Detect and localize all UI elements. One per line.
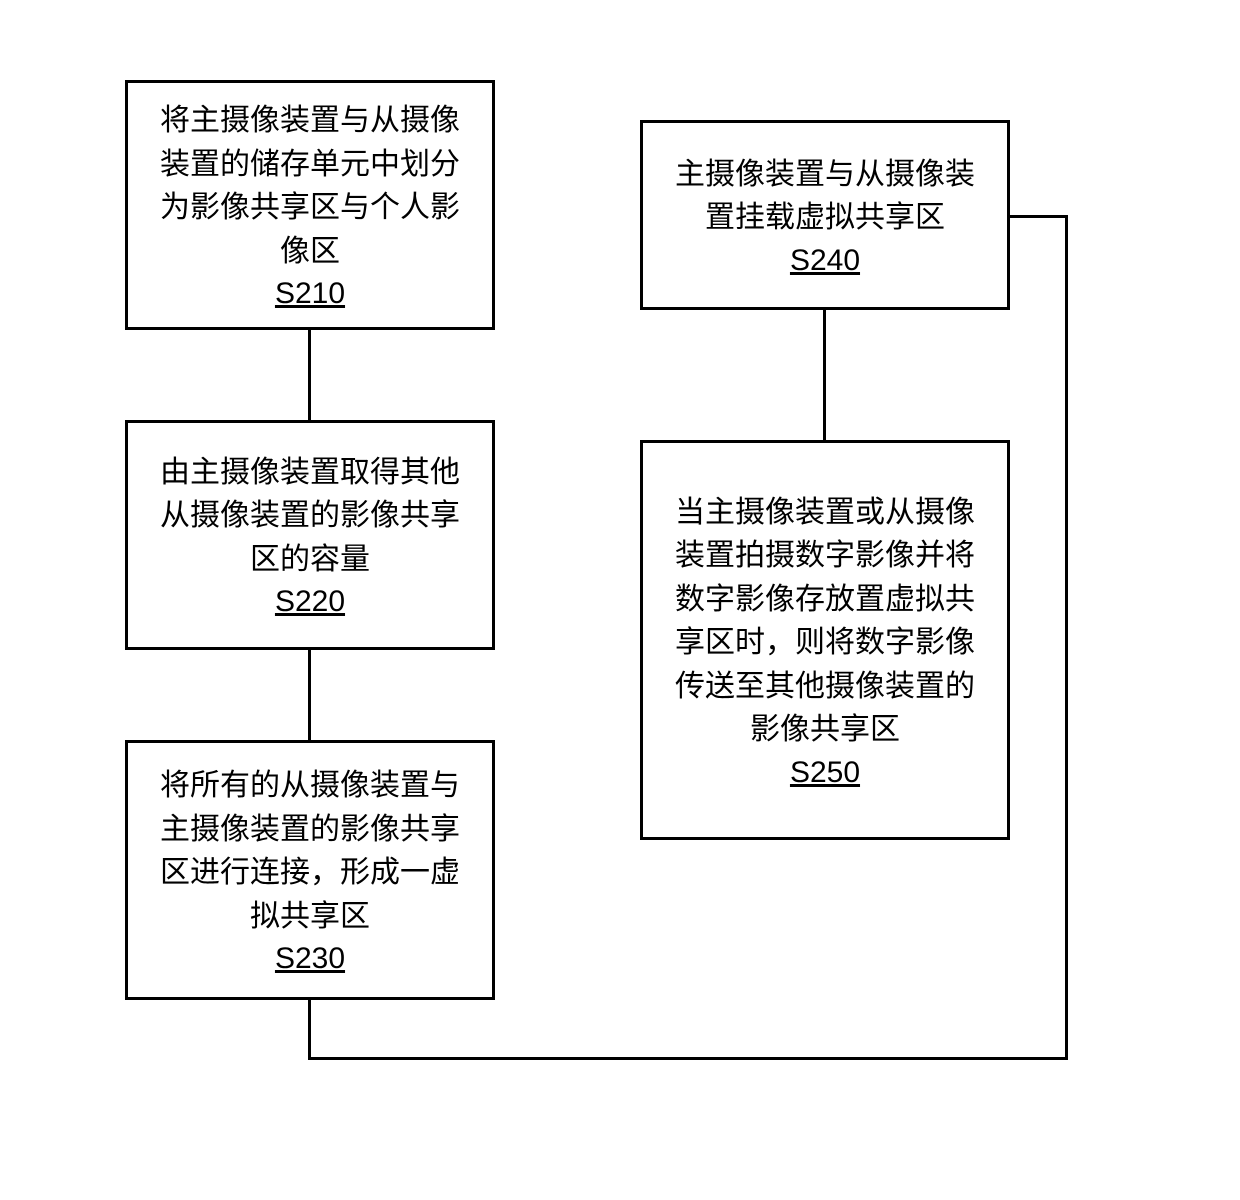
connector-s230-down	[308, 1000, 311, 1060]
node-label: S210	[275, 277, 345, 311]
node-text: 主摄像装置与从摄像装置挂载虚拟共享区	[663, 153, 987, 240]
flowchart-node-s220: 由主摄像装置取得其他从摄像装置的影像共享区的容量 S220	[125, 420, 495, 650]
connector-s220-s230	[308, 650, 311, 740]
flowchart-node-s250: 当主摄像装置或从摄像装置拍摄数字影像并将数字影像存放置虚拟共享区时，则将数字影像…	[640, 440, 1010, 840]
connector-s240-s250	[823, 310, 826, 440]
connector-s230-right	[308, 1057, 1068, 1060]
flowchart-node-s240: 主摄像装置与从摄像装置挂载虚拟共享区 S240	[640, 120, 1010, 310]
connector-s230-up	[1065, 215, 1068, 1060]
connector-s210-s220	[308, 330, 311, 420]
connector-s230-to-s240	[1010, 215, 1068, 218]
node-text: 当主摄像装置或从摄像装置拍摄数字影像并将数字影像存放置虚拟共享区时，则将数字影像…	[663, 491, 987, 752]
flowchart-node-s230: 将所有的从摄像装置与主摄像装置的影像共享区进行连接，形成一虚拟共享区 S230	[125, 740, 495, 1000]
node-label: S250	[790, 756, 860, 790]
node-text: 由主摄像装置取得其他从摄像装置的影像共享区的容量	[148, 451, 472, 582]
node-text: 将主摄像装置与从摄像装置的储存单元中划分为影像共享区与个人影像区	[148, 99, 472, 273]
flowchart-container: 将主摄像装置与从摄像装置的储存单元中划分为影像共享区与个人影像区 S210 由主…	[40, 40, 1200, 1160]
node-label: S220	[275, 585, 345, 619]
node-text: 将所有的从摄像装置与主摄像装置的影像共享区进行连接，形成一虚拟共享区	[148, 764, 472, 938]
flowchart-node-s210: 将主摄像装置与从摄像装置的储存单元中划分为影像共享区与个人影像区 S210	[125, 80, 495, 330]
node-label: S230	[275, 942, 345, 976]
node-label: S240	[790, 244, 860, 278]
